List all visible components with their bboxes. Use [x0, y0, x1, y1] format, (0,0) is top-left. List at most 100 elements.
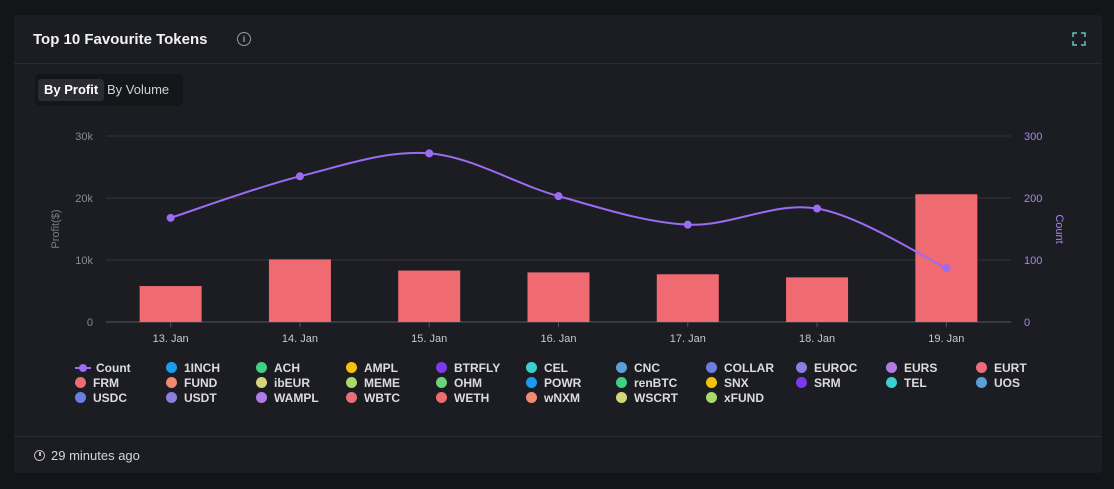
chart-bar — [139, 286, 202, 322]
legend-label: OHM — [454, 376, 482, 390]
legend-item[interactable]: EUROC — [796, 361, 857, 376]
expand-icon[interactable] — [1072, 32, 1086, 46]
legend-dot — [616, 377, 627, 388]
legend-dot — [886, 377, 897, 388]
legend-item[interactable]: 1INCH — [166, 361, 220, 376]
legend-item[interactable]: FUND — [166, 376, 217, 391]
legend-dot — [706, 392, 717, 403]
legend-item[interactable]: WETH — [436, 391, 489, 406]
card-title: Top 10 Favourite Tokens — [33, 31, 208, 48]
x-tick-label: 14. Jan — [282, 333, 318, 345]
x-tick-label: 13. Jan — [153, 333, 189, 345]
legend-item[interactable]: SRM — [796, 376, 841, 391]
legend-item[interactable]: WSCRT — [616, 391, 678, 406]
legend-dot — [346, 392, 357, 403]
count-point — [813, 204, 822, 213]
legend-item[interactable]: WBTC — [346, 391, 400, 406]
y2-tick-label: 300 — [1024, 131, 1042, 143]
legend-label: MEME — [364, 376, 400, 390]
count-series-line — [170, 151, 947, 269]
chart-bar — [656, 274, 719, 322]
legend-label: WSCRT — [634, 391, 678, 405]
count-point — [683, 220, 692, 229]
legend-item[interactable]: CNC — [616, 361, 660, 376]
x-tick-label: 17. Jan — [670, 333, 706, 345]
legend-item[interactable]: WAMPL — [256, 391, 319, 406]
count-point — [554, 192, 563, 201]
legend-dot — [346, 377, 357, 388]
x-tick-label: 15. Jan — [411, 333, 447, 345]
legend-dot — [616, 392, 627, 403]
legend-dot — [436, 377, 447, 388]
tab-by-volume[interactable]: By Volume — [107, 82, 170, 97]
legend-dot — [166, 392, 177, 403]
legend-item[interactable]: UOS — [976, 376, 1020, 391]
legend-item[interactable]: MEME — [346, 376, 400, 391]
legend-label: USDT — [184, 391, 217, 405]
legend-item[interactable]: POWR — [526, 376, 581, 391]
legend-label: COLLAR — [724, 361, 774, 375]
count-point — [425, 149, 434, 158]
chart-plot: 0 10k 20k 30k 0 100 200 300 Profit($) Count 13. Ja… — [50, 131, 1065, 345]
legend-line-marker — [75, 363, 91, 373]
card-footer: 29 minutes ago — [14, 436, 1102, 474]
y-tick-label: 20k — [75, 193, 93, 205]
legend-item[interactable]: USDC — [75, 391, 127, 406]
legend-label: Count — [96, 361, 131, 375]
legend-item[interactable]: Count — [75, 361, 131, 376]
legend-item[interactable]: CEL — [526, 361, 568, 376]
legend-item[interactable]: xFUND — [706, 391, 764, 406]
legend-label: ibEUR — [274, 376, 310, 390]
legend-item[interactable]: ACH — [256, 361, 300, 376]
chart-bar — [915, 194, 978, 322]
legend-item[interactable]: OHM — [436, 376, 482, 391]
legend-label: SRM — [814, 376, 841, 390]
legend-label: EURS — [904, 361, 938, 375]
y2-tick-label: 100 — [1024, 255, 1042, 267]
legend-label: AMPL — [364, 361, 398, 375]
legend-dot — [526, 362, 537, 373]
legend-item[interactable]: SNX — [706, 376, 749, 391]
count-point — [295, 172, 304, 181]
legend-item[interactable]: COLLAR — [706, 361, 774, 376]
legend-label: WAMPL — [274, 391, 319, 405]
legend-item[interactable]: TEL — [886, 376, 927, 391]
legend-label: wNXM — [544, 391, 580, 405]
x-tick-label: 16. Jan — [540, 333, 576, 345]
legend-dot — [616, 362, 627, 373]
legend-dot — [166, 377, 177, 388]
x-tick-label: 19. Jan — [928, 333, 964, 345]
chart-bar — [398, 270, 461, 322]
legend-item[interactable]: EURT — [976, 361, 1027, 376]
info-icon[interactable]: i — [237, 32, 251, 46]
clock-icon — [34, 450, 45, 461]
y2-tick-label: 200 — [1024, 193, 1042, 205]
legend-item[interactable]: BTRFLY — [436, 361, 500, 376]
tab-by-profit[interactable]: By Profit — [38, 79, 105, 101]
chart-bar — [786, 277, 849, 322]
y-tick-label: 10k — [75, 255, 93, 267]
count-point — [942, 264, 951, 273]
legend-dot — [706, 362, 717, 373]
legend-label: xFUND — [724, 391, 765, 405]
legend-item[interactable]: wNXM — [526, 391, 580, 406]
legend-item[interactable]: USDT — [166, 391, 217, 406]
y-axis-title: Profit($) — [50, 209, 62, 248]
legend-dot — [256, 377, 267, 388]
legend-item[interactable]: ibEUR — [256, 376, 310, 391]
legend-dot — [75, 392, 86, 403]
metric-toggle: By Profit By Volume — [35, 74, 183, 106]
y2-axis-title: Count — [1053, 214, 1065, 243]
legend-item[interactable]: AMPL — [346, 361, 398, 376]
legend-label: SNX — [724, 376, 749, 390]
legend-label: EURT — [994, 361, 1027, 375]
legend-dot — [976, 362, 987, 373]
legend-item[interactable]: EURS — [886, 361, 937, 376]
legend-label: 1INCH — [184, 361, 221, 375]
legend-dot — [346, 362, 357, 373]
legend-item[interactable]: renBTC — [616, 376, 677, 391]
legend-item[interactable]: FRM — [75, 376, 119, 391]
legend-dot — [166, 362, 177, 373]
legend-label: renBTC — [634, 376, 678, 390]
chart-card: Top 10 Favourite Tokens i By Profit By V… — [14, 15, 1102, 473]
